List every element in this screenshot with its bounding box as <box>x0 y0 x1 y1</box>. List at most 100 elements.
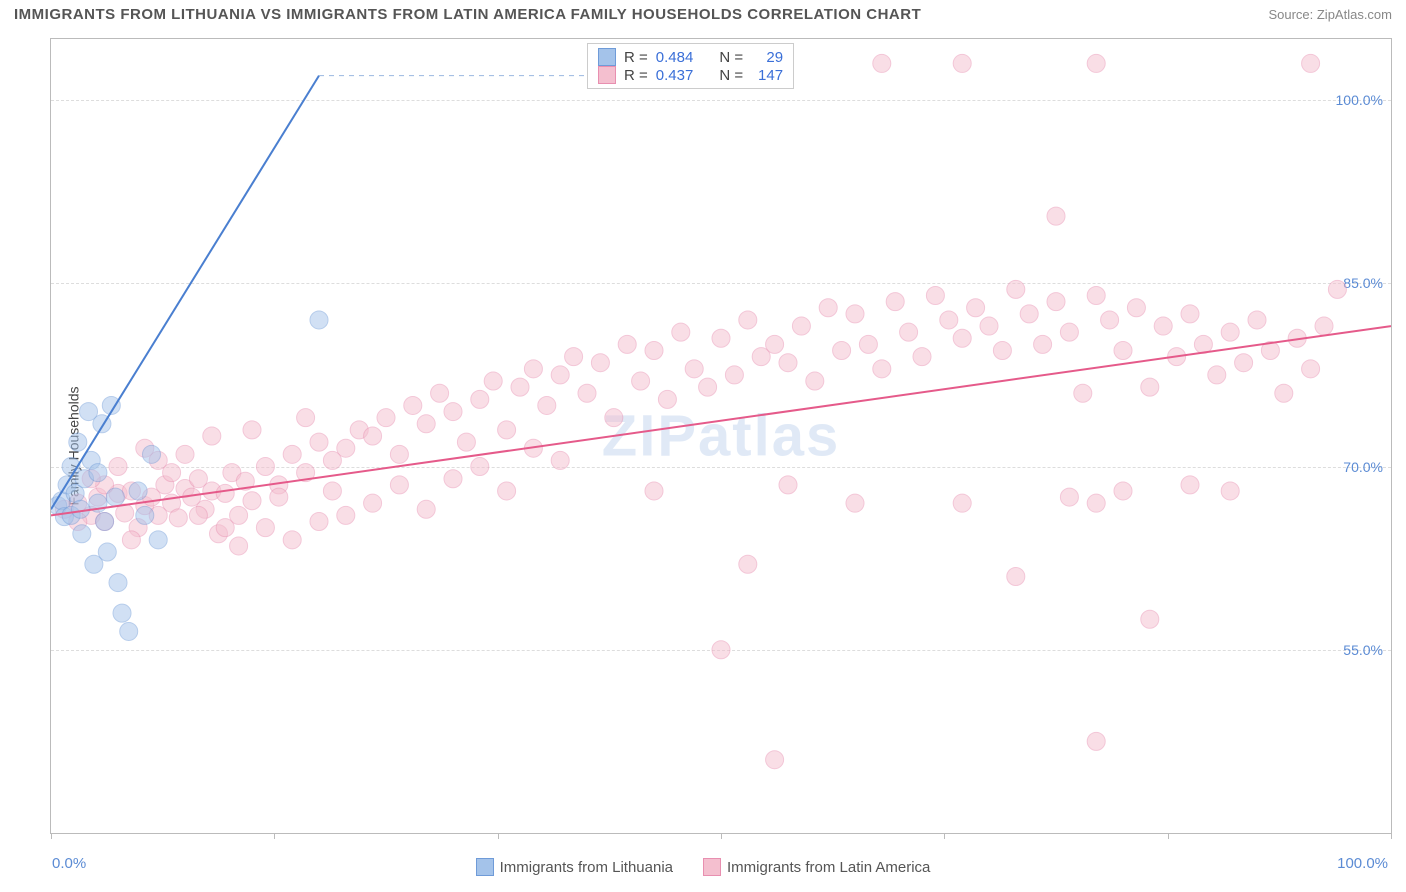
data-point-latin <box>1221 323 1239 341</box>
data-point-latin <box>390 476 408 494</box>
stat-n-value: 29 <box>751 49 783 66</box>
data-point-lithuania <box>143 445 161 463</box>
data-point-lithuania <box>69 433 87 451</box>
data-point-latin <box>953 494 971 512</box>
data-point-latin <box>444 403 462 421</box>
data-point-latin <box>645 341 663 359</box>
data-point-latin <box>725 366 743 384</box>
data-point-latin <box>1221 482 1239 500</box>
data-point-latin <box>364 427 382 445</box>
correlation-stat-box: R =0.484N =29R =0.437N =147 <box>587 43 794 89</box>
data-point-latin <box>859 335 877 353</box>
data-point-lithuania <box>310 311 328 329</box>
source-prefix: Source: <box>1268 7 1316 22</box>
data-point-latin <box>980 317 998 335</box>
data-point-latin <box>1060 323 1078 341</box>
stat-swatch <box>598 66 616 84</box>
stat-r-value: 0.437 <box>656 67 694 84</box>
data-point-latin <box>1087 54 1105 72</box>
data-point-latin <box>1074 384 1092 402</box>
data-point-latin <box>1007 567 1025 585</box>
data-point-lithuania <box>120 622 138 640</box>
x-tick <box>721 833 722 839</box>
data-point-latin <box>846 305 864 323</box>
data-point-latin <box>873 54 891 72</box>
data-point-latin <box>578 384 596 402</box>
data-point-latin <box>283 531 301 549</box>
data-point-latin <box>712 641 730 659</box>
data-point-latin <box>1141 610 1159 628</box>
data-point-latin <box>364 494 382 512</box>
trend-line-lithuania <box>51 76 319 510</box>
data-point-latin <box>1154 317 1172 335</box>
data-point-latin <box>993 341 1011 359</box>
legend-item-latin: Immigrants from Latin America <box>703 858 930 876</box>
data-point-latin <box>310 513 328 531</box>
data-point-latin <box>1047 207 1065 225</box>
data-point-latin <box>953 329 971 347</box>
data-point-latin <box>471 458 489 476</box>
data-point-latin <box>1141 378 1159 396</box>
data-point-latin <box>122 531 140 549</box>
data-point-latin <box>779 476 797 494</box>
plot-area: ZIPatlas R =0.484N =29R =0.437N =147 55.… <box>50 38 1392 834</box>
data-point-latin <box>900 323 918 341</box>
data-point-latin <box>833 341 851 359</box>
source-link[interactable]: ZipAtlas.com <box>1317 7 1392 22</box>
data-point-latin <box>1114 341 1132 359</box>
data-point-latin <box>1248 311 1266 329</box>
data-point-latin <box>658 390 676 408</box>
data-point-latin <box>377 409 395 427</box>
x-tick <box>51 833 52 839</box>
stat-swatch <box>598 48 616 66</box>
data-point-latin <box>913 348 931 366</box>
data-point-latin <box>417 500 435 518</box>
data-point-latin <box>551 451 569 469</box>
data-point-latin <box>1087 287 1105 305</box>
data-point-latin <box>967 299 985 317</box>
source-attribution: Source: ZipAtlas.com <box>1268 7 1392 22</box>
data-point-latin <box>1020 305 1038 323</box>
stat-n-label: N = <box>719 49 743 66</box>
x-tick <box>1168 833 1169 839</box>
stat-n-value: 147 <box>751 67 783 84</box>
legend-swatch-latin <box>703 858 721 876</box>
title-bar: IMMIGRANTS FROM LITHUANIA VS IMMIGRANTS … <box>0 0 1406 25</box>
data-point-latin <box>779 354 797 372</box>
data-point-latin <box>605 409 623 427</box>
legend-label-latin: Immigrants from Latin America <box>727 859 930 876</box>
data-point-latin <box>1302 360 1320 378</box>
data-point-latin <box>873 360 891 378</box>
data-point-latin <box>618 335 636 353</box>
data-point-lithuania <box>96 513 114 531</box>
data-point-latin <box>498 482 516 500</box>
data-point-latin <box>1087 494 1105 512</box>
data-point-latin <box>712 329 730 347</box>
data-point-lithuania <box>129 482 147 500</box>
data-point-latin <box>297 409 315 427</box>
data-point-lithuania <box>106 488 124 506</box>
data-point-latin <box>1208 366 1226 384</box>
data-point-lithuania <box>98 543 116 561</box>
data-point-latin <box>1315 317 1333 335</box>
data-point-latin <box>685 360 703 378</box>
data-point-latin <box>390 445 408 463</box>
x-tick <box>944 833 945 839</box>
data-point-latin <box>1060 488 1078 506</box>
data-point-latin <box>1101 311 1119 329</box>
data-point-latin <box>766 751 784 769</box>
data-point-latin <box>953 54 971 72</box>
data-point-latin <box>337 439 355 457</box>
bottom-legend: Immigrants from Lithuania Immigrants fro… <box>0 858 1406 876</box>
data-point-latin <box>310 433 328 451</box>
data-point-latin <box>672 323 690 341</box>
data-point-latin <box>886 293 904 311</box>
stat-n-label: N = <box>719 67 743 84</box>
data-point-latin <box>417 415 435 433</box>
data-point-latin <box>216 519 234 537</box>
data-point-latin <box>699 378 717 396</box>
data-point-latin <box>1087 732 1105 750</box>
data-point-latin <box>1034 335 1052 353</box>
x-tick <box>1391 833 1392 839</box>
data-point-latin <box>270 488 288 506</box>
